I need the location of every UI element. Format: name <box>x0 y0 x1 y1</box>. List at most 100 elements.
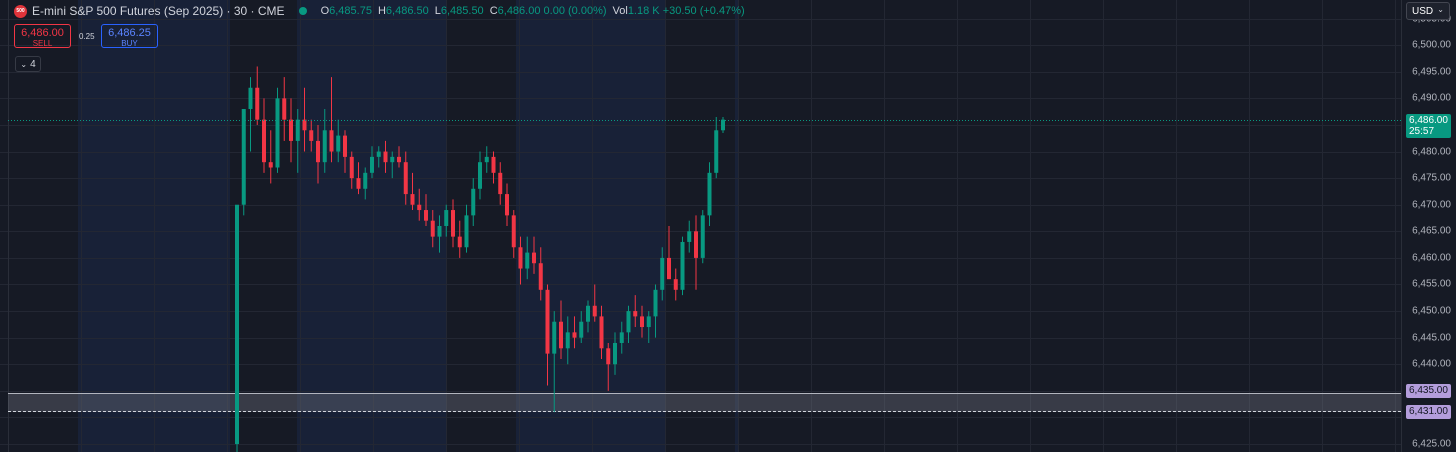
volume-change: +30.50 (+0.47%) <box>662 5 745 17</box>
candle-body <box>505 194 509 216</box>
spread-value: 0.25 <box>79 32 95 41</box>
candle-body <box>667 257 671 280</box>
candle-body <box>424 210 428 221</box>
bar-countdown: 25:57 <box>1409 125 1435 137</box>
price-tick-label: 6,480.00 <box>1412 146 1451 158</box>
candle <box>322 109 327 173</box>
current-price-value: 6,486.00 <box>1409 114 1448 126</box>
candle <box>471 178 476 226</box>
price-tick-label: 6,490.00 <box>1412 92 1451 104</box>
candle <box>491 151 496 184</box>
candle-body <box>626 311 631 333</box>
candle <box>289 98 293 163</box>
candle <box>538 247 543 301</box>
price-tick-label: 6,425.00 <box>1412 438 1451 450</box>
candle-body <box>471 188 476 216</box>
candle-body <box>457 236 462 248</box>
indicators-toggle-button[interactable]: ⌄ 4 <box>15 56 41 72</box>
candle <box>552 311 557 413</box>
candle-body <box>613 342 617 365</box>
zone-top-price-label[interactable]: 6,435.00 <box>1406 383 1451 398</box>
price-tick-label: 6,500.00 <box>1412 39 1451 51</box>
candle <box>437 215 442 253</box>
chart-area[interactable]: 500 E-mini S&P 500 Futures (Sep 2025) · … <box>0 0 1401 452</box>
candle-body <box>289 119 293 141</box>
symbol-title[interactable]: E-mini S&P 500 Futures (Sep 2025) · 30 ·… <box>32 4 285 18</box>
candle-body <box>275 98 280 168</box>
candle-body <box>714 130 719 173</box>
candle <box>302 87 307 152</box>
current-price-label: 6,486.00 25:57 <box>1406 113 1451 138</box>
candle <box>478 151 482 200</box>
candle <box>370 146 374 179</box>
candle <box>626 305 631 343</box>
candle-body <box>559 321 563 349</box>
candle <box>430 210 435 248</box>
candle <box>295 109 300 173</box>
candle <box>498 162 503 205</box>
candle <box>336 119 341 163</box>
ohlc-low-value: 6,485.50 <box>440 5 484 17</box>
ohlc-high: H6,486.50 <box>378 5 429 17</box>
candle <box>592 284 597 322</box>
candle-body <box>511 215 516 248</box>
candle-body <box>322 130 327 163</box>
chart-grid <box>0 0 1401 452</box>
candle <box>700 210 705 264</box>
currency-label: USD <box>1412 5 1434 17</box>
sell-button[interactable]: 6,486.00 SELL <box>14 24 71 48</box>
symbol-logo-icon[interactable]: 500 <box>14 4 27 18</box>
candle-body <box>316 140 320 163</box>
candle-body <box>532 252 536 264</box>
candle-body <box>646 316 651 328</box>
candle <box>640 305 644 338</box>
ohlc-low: L6,485.50 <box>435 5 484 17</box>
candle-body <box>586 305 590 322</box>
candle-body <box>444 210 449 226</box>
candle-body <box>687 231 692 242</box>
candle <box>235 204 239 452</box>
buy-button[interactable]: 6,486.25 BUY <box>101 24 158 48</box>
session-band <box>516 0 666 452</box>
currency-select[interactable]: USD ⌄ <box>1406 2 1450 20</box>
indicator-count: 4 <box>30 58 36 70</box>
candle <box>613 332 617 375</box>
candle <box>329 77 334 163</box>
candle <box>525 236 530 280</box>
price-axis[interactable]: 6,505.006,500.006,495.006,490.006,485.00… <box>1401 0 1456 452</box>
candle-body <box>282 98 287 120</box>
candle <box>349 151 354 189</box>
candle <box>241 109 246 216</box>
candle-body <box>302 119 307 131</box>
candle <box>403 151 408 205</box>
candle <box>390 151 395 179</box>
candle <box>268 130 273 184</box>
candle <box>410 172 415 211</box>
candle-body <box>309 130 314 141</box>
candle-body <box>491 156 496 173</box>
candle-body <box>336 135 341 152</box>
candle-body <box>478 162 482 189</box>
candle <box>363 167 368 200</box>
candle <box>451 199 455 248</box>
zone-bottom-price-label[interactable]: 6,431.00 <box>1406 405 1451 420</box>
candle <box>376 146 381 168</box>
price-zone-rectangle[interactable] <box>8 393 1401 412</box>
candle <box>383 140 388 173</box>
candle-body <box>410 194 415 205</box>
ohlc-high-key: H <box>377 5 386 17</box>
ohlc-open-value: 6,485.75 <box>329 5 372 17</box>
candle <box>599 305 604 359</box>
buy-label: BUY <box>121 39 138 48</box>
volume: Vol1.18 K +30.50 (+0.47%) <box>613 5 745 17</box>
market-status-dot-icon[interactable] <box>298 7 307 15</box>
candle <box>619 321 624 354</box>
candle <box>444 204 449 237</box>
candle-body <box>700 215 705 258</box>
candle <box>559 300 563 359</box>
candle-body <box>498 172 503 195</box>
candle <box>646 311 651 343</box>
price-tick-label: 6,450.00 <box>1412 305 1451 317</box>
ohlc-high-value: 6,486.50 <box>385 5 429 17</box>
